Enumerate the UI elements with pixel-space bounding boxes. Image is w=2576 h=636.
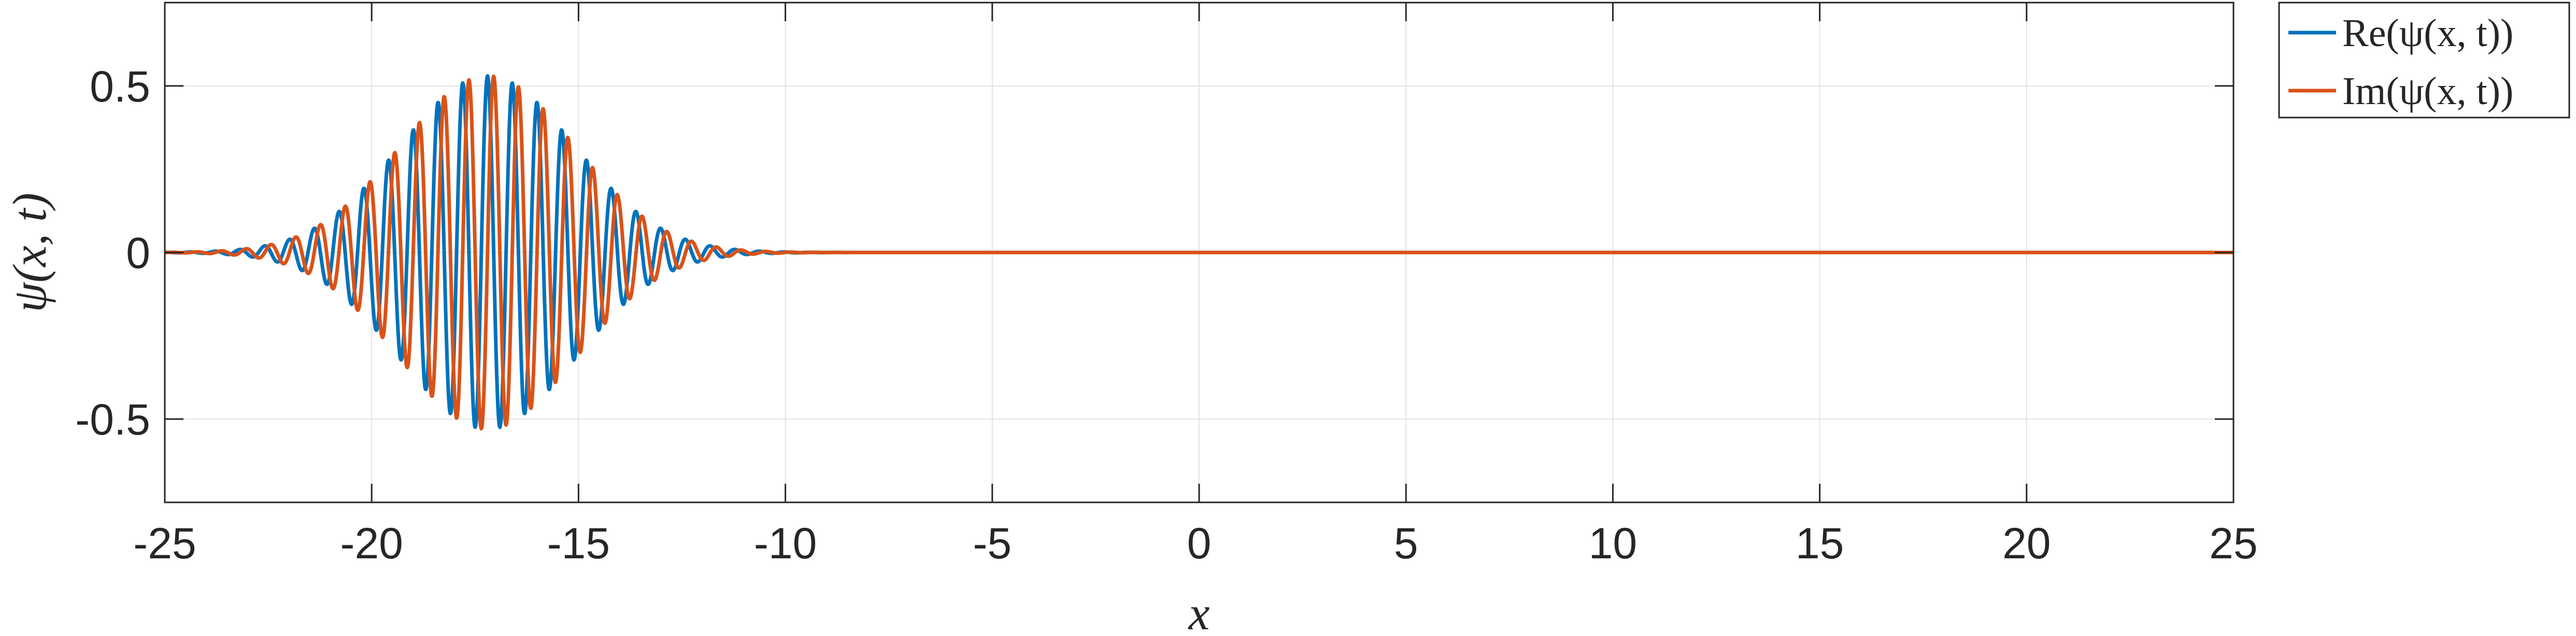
plot-lines <box>163 74 2235 431</box>
legend-label-imag: Im(ψ(x, t)) <box>2342 69 2513 113</box>
axis-ticks <box>164 3 2235 502</box>
x-tick-label: -5 <box>973 519 1012 568</box>
x-tick-labels: -25 -20 -15 -10 -5 0 5 10 15 20 25 <box>133 519 2257 568</box>
x-tick-label: 0 <box>1187 519 1212 568</box>
y-tick-labels: -0.5 0 0.5 <box>75 62 150 444</box>
x-axis-label: x <box>1188 587 1210 636</box>
legend-box <box>2278 2 2570 119</box>
x-tick-label: 5 <box>1394 519 1418 568</box>
y-tick-label: 0 <box>126 229 150 278</box>
x-tick-label: 15 <box>1796 519 1844 568</box>
legend-label-real: Re(ψ(x, t)) <box>2342 11 2513 55</box>
series-line-imag <box>163 74 2235 431</box>
y-tick-label: 0.5 <box>90 62 150 111</box>
y-tick-label: -0.5 <box>75 395 150 444</box>
legend: Re(ψ(x, t)) Im(ψ(x, t)) <box>2278 2 2570 119</box>
x-tick-label: 20 <box>2002 519 2051 568</box>
y-axis-label: ψ(x, t) <box>3 193 56 312</box>
x-tick-label: -10 <box>754 519 817 568</box>
x-tick-label: -20 <box>340 519 403 568</box>
x-tick-label: -15 <box>547 519 610 568</box>
x-tick-label: -25 <box>133 519 196 568</box>
x-tick-label: 25 <box>2209 519 2257 568</box>
x-tick-label: 10 <box>1589 519 1637 568</box>
